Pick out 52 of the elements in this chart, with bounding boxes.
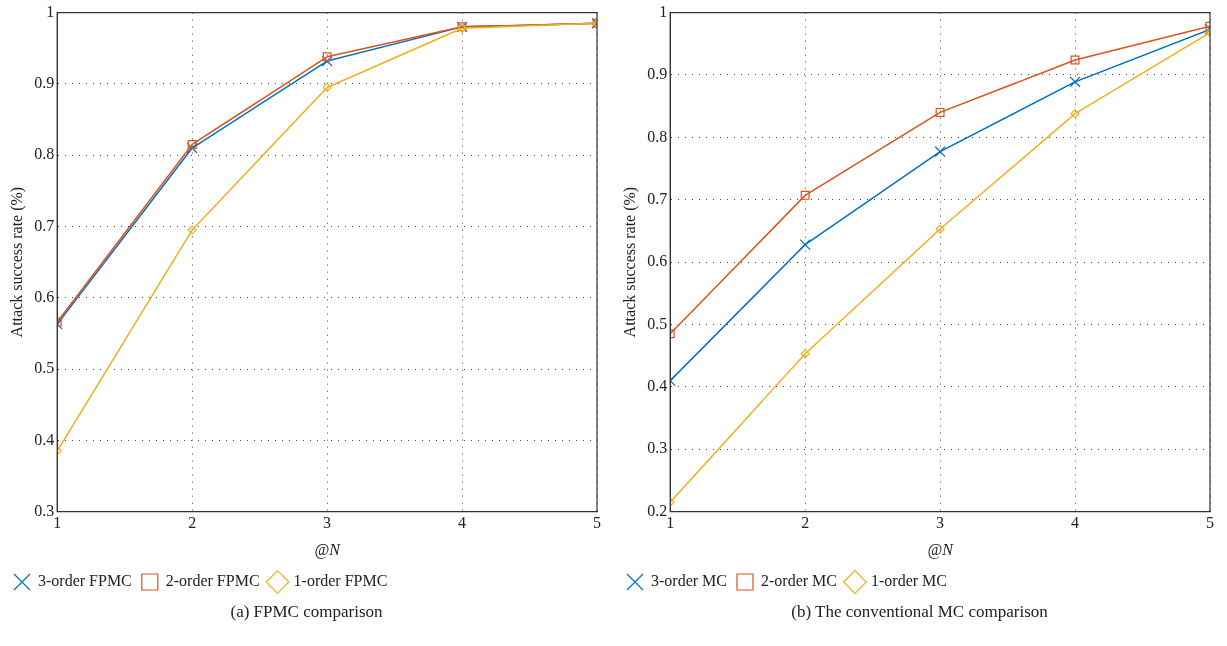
y-tick-label: 0.6 [647, 252, 668, 270]
point [1070, 109, 1080, 119]
point [800, 190, 810, 200]
y-tick-label: 1 [46, 2, 55, 20]
point [321, 55, 333, 67]
y-tick-label: 0.7 [34, 216, 55, 234]
point [935, 224, 945, 234]
y-tick-label: 0.4 [34, 430, 55, 448]
legend-label: 1-order FPMC [293, 572, 388, 590]
y-tick-label: 0.9 [647, 65, 668, 83]
text: (b) The conventional MC comparison [790, 602, 1049, 622]
point [1069, 76, 1081, 88]
x-tick-label: 5 [593, 514, 601, 532]
y-tick-label: 0.3 [647, 439, 668, 457]
legend-label: 1-order MC [870, 572, 947, 590]
x-tick-label: 3 [936, 514, 945, 532]
y-tick-label: 0.4 [647, 377, 668, 395]
y-tick-label: 0.8 [34, 145, 55, 163]
y-tick-label: 1 [659, 2, 668, 20]
y-tick-label: 0.2 [647, 501, 668, 519]
y-axis-title: Attack success rate (%) [7, 186, 26, 338]
point [1070, 55, 1080, 65]
point [187, 139, 197, 149]
legend-label: 2-order MC [760, 572, 837, 590]
y-tick-label: 0.7 [647, 189, 668, 207]
legend-label: 3-order MC [651, 572, 727, 590]
x-tick-label: 4 [1071, 514, 1080, 532]
point [187, 225, 197, 235]
text: (a) FPMC comparison [229, 602, 384, 622]
x-axis-title: @N [927, 540, 955, 559]
y-tick-label: 0.3 [34, 501, 55, 519]
point [186, 142, 198, 154]
y-tick-label: 0.6 [34, 287, 55, 305]
y-tick-label: 0.9 [34, 74, 55, 92]
point [800, 349, 810, 359]
x-tick-label: 2 [801, 514, 810, 532]
legend-label: 2-order FPMC [165, 572, 260, 590]
x-tick-label: 4 [458, 514, 467, 532]
x-tick-label: 5 [1206, 514, 1214, 532]
x-tick-label: 3 [323, 514, 332, 532]
x-tick-label: 2 [188, 514, 197, 532]
y-tick-label: 0.5 [647, 314, 668, 332]
y-tick-label: 0.8 [647, 127, 668, 145]
point [935, 107, 945, 117]
point [322, 82, 332, 93]
point [322, 52, 332, 62]
point [934, 146, 946, 158]
legend-label: 3-order FPMC [38, 572, 132, 590]
y-tick-label: 0.5 [34, 359, 55, 377]
x-axis-title: @N [314, 540, 342, 559]
point [799, 239, 811, 251]
y-axis-title: Attack success rate (%) [620, 186, 639, 338]
